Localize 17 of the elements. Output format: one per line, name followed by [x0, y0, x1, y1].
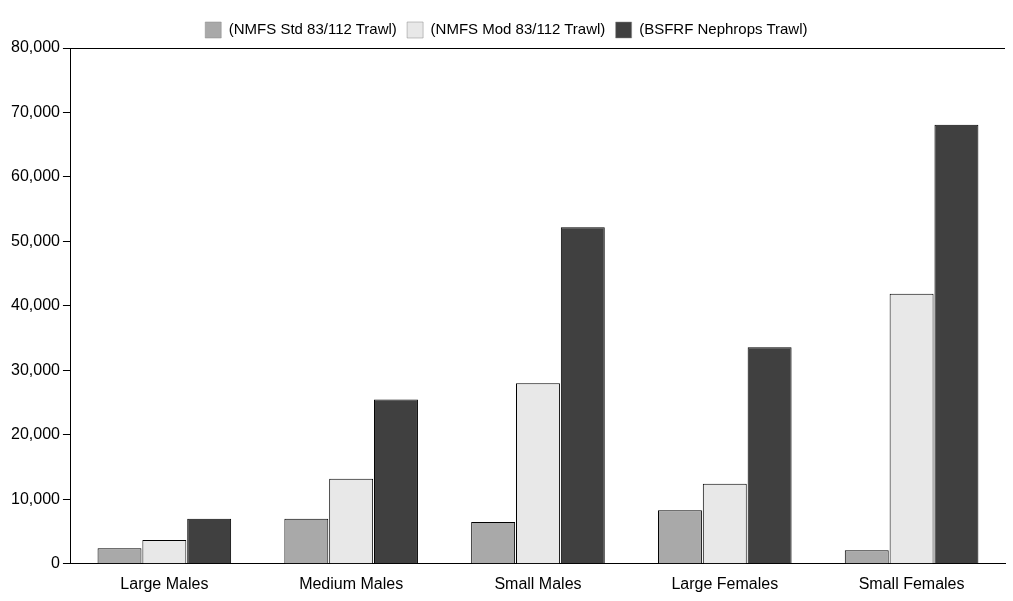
x-tick-label: Large Females [671, 574, 779, 592]
y-tick-label: 20,000 [11, 425, 61, 443]
x-tick-label: Medium Males [299, 574, 404, 592]
y-tick-label: 30,000 [11, 360, 61, 378]
y-tick-label: 10,000 [11, 489, 61, 507]
legend-label: (NMFS Std 83/112 Trawl) [228, 20, 397, 38]
y-tick-label: 0 [51, 554, 61, 572]
x-tick-label: Small Males [494, 574, 582, 592]
legend-label: (NMFS Mod 83/112 Trawl) [430, 20, 606, 38]
y-tick-label: 50,000 [11, 231, 61, 249]
y-tick-label: 40,000 [11, 296, 61, 314]
y-tick-label: 70,000 [11, 102, 61, 120]
x-tick-label: Large Males [120, 574, 209, 592]
x-tick-label: Small Females [858, 574, 965, 592]
y-tick-label: 80,000 [11, 38, 61, 56]
legend-label: (BSFRF Nephrops Trawl) [639, 20, 808, 38]
y-tick-label: 60,000 [11, 167, 61, 185]
